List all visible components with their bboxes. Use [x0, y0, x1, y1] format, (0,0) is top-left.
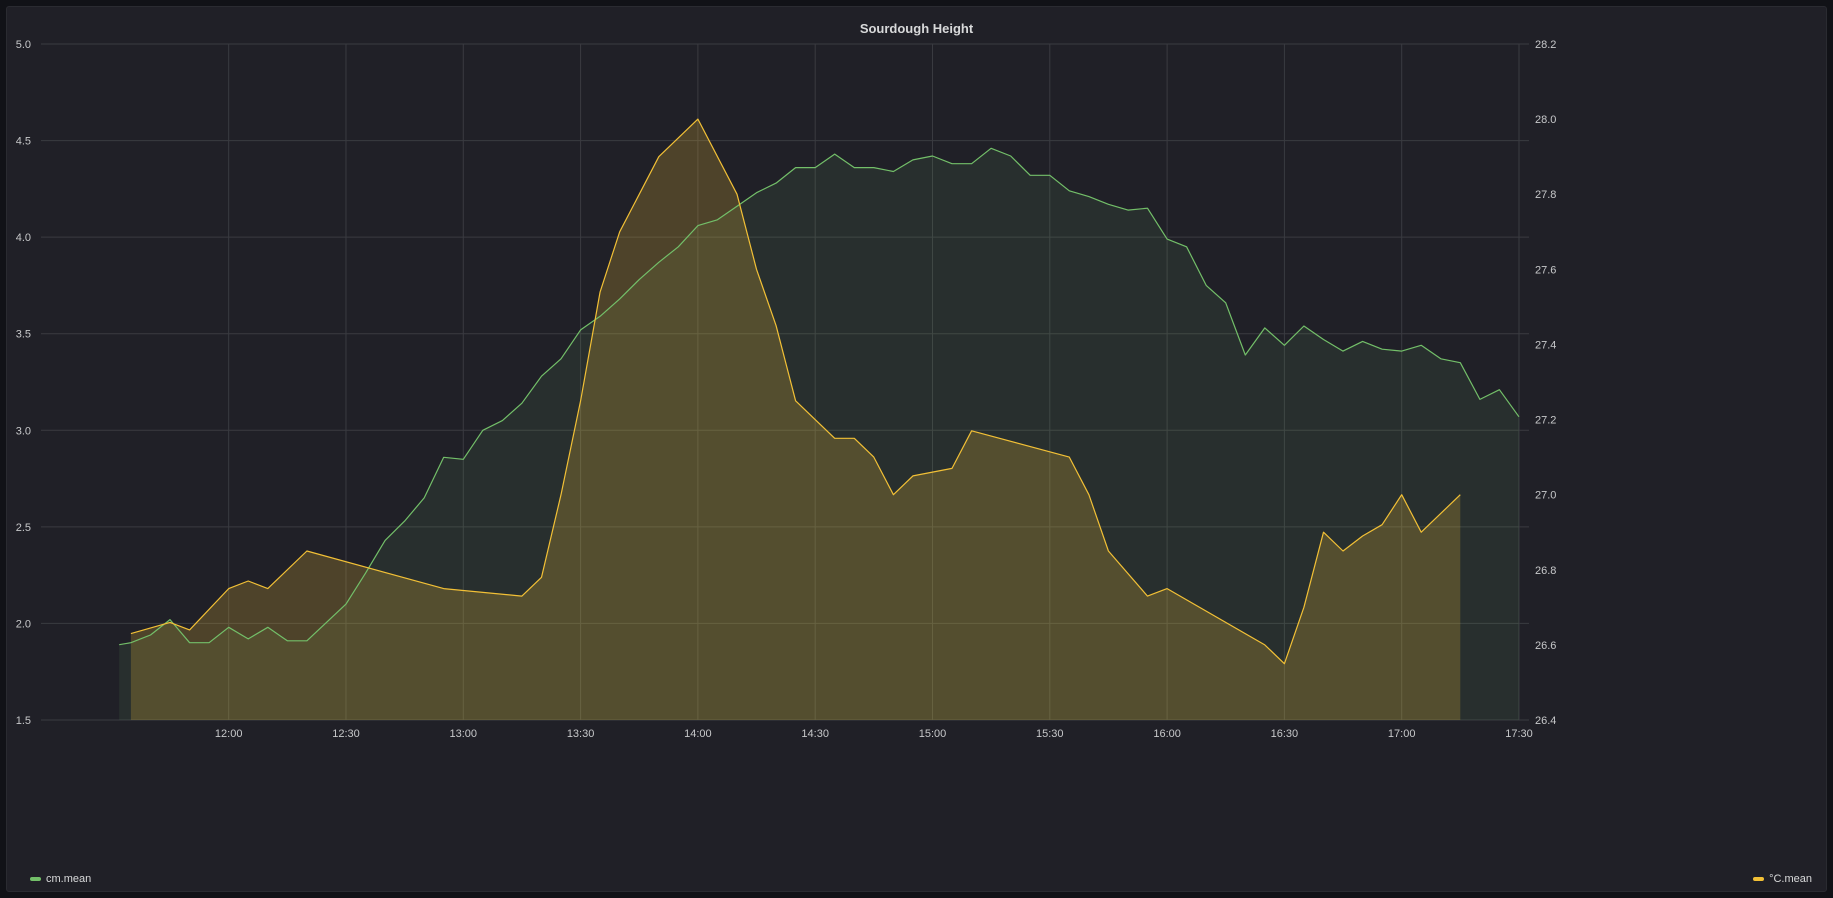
x-tick-label: 12:30: [332, 728, 360, 740]
y-right-tick-label: 28.0: [1535, 114, 1556, 126]
grid-lines: [41, 43, 1529, 721]
chart-svg[interactable]: 1.5 2.0 2.5 3.0 3.5 4.0 4.5 5.0 26.4 26.6 26.8 27.…: [7, 7, 1828, 893]
panel-title: Sourdough Height: [859, 21, 974, 36]
y-axis-left: 1.5 2.0 2.5 3.0 3.5 4.0 4.5 5.0: [16, 39, 31, 727]
x-tick-label: 12:00: [215, 728, 243, 740]
legend-item-temp-mean[interactable]: °C.mean: [1753, 873, 1812, 885]
series-area-temp-mean: [130, 119, 1461, 721]
y-left-tick-label: 2.5: [16, 522, 31, 534]
series-area-cm-mean: [119, 148, 1520, 721]
series-lines: [119, 118, 1520, 665]
y-right-tick-label: 26.6: [1535, 640, 1556, 652]
x-tick-label: 17:00: [1388, 728, 1416, 740]
y-right-tick-label: 26.4: [1535, 715, 1556, 727]
y-left-tick-label: 2.0: [16, 618, 31, 630]
x-tick-label: 13:30: [567, 728, 595, 740]
y-left-tick-label: 4.5: [16, 136, 31, 148]
x-tick-label: 14:00: [684, 728, 712, 740]
y-right-tick-label: 26.8: [1535, 565, 1556, 577]
y-left-tick-label: 3.0: [16, 425, 31, 437]
legend-swatch-temp-mean: [1753, 877, 1765, 881]
x-tick-label: 15:00: [919, 728, 947, 740]
x-tick-label: 15:30: [1036, 728, 1064, 740]
series-line-cm-mean: [119, 147, 1520, 646]
x-tick-label: 16:00: [1153, 728, 1181, 740]
y-right-tick-label: 28.2: [1535, 39, 1556, 51]
x-tick-label: 16:30: [1271, 728, 1299, 740]
graph-panel: Sourdough Height 1.5 2.0 2.5 3.0 3.5 4.0 4.5 5.…: [6, 6, 1827, 892]
y-right-tick-label: 27.4: [1535, 339, 1556, 351]
legend-item-cm-mean[interactable]: cm.mean: [30, 873, 91, 885]
x-tick-label: 14:30: [801, 728, 829, 740]
y-right-tick-label: 27.0: [1535, 490, 1556, 502]
y-left-tick-label: 3.5: [16, 329, 31, 341]
y-right-tick-label: 27.2: [1535, 415, 1556, 427]
x-axis: 12:00 12:30 13:00 13:30 14:00 14:30 15:00 15:30…: [215, 728, 1533, 740]
legend-swatch-cm-mean: [30, 877, 41, 881]
legend-label-temp-mean: °C.mean: [1769, 873, 1812, 885]
y-axis-right: 26.4 26.6 26.8 27.0 27.2 27.4 27.6 27.8 28.0 28.2: [1535, 39, 1556, 727]
y-right-tick-label: 27.6: [1535, 264, 1556, 276]
y-right-tick-label: 27.8: [1535, 189, 1556, 201]
x-tick-label: 17:30: [1505, 728, 1533, 740]
legend-label-cm-mean: cm.mean: [46, 873, 92, 885]
series-line-temp-mean: [130, 118, 1461, 665]
y-left-tick-label: 5.0: [16, 39, 31, 51]
x-tick-label: 13:00: [450, 728, 478, 740]
series-areas: [119, 119, 1520, 721]
y-left-tick-label: 4.0: [16, 232, 31, 244]
y-left-tick-label: 1.5: [16, 715, 31, 727]
